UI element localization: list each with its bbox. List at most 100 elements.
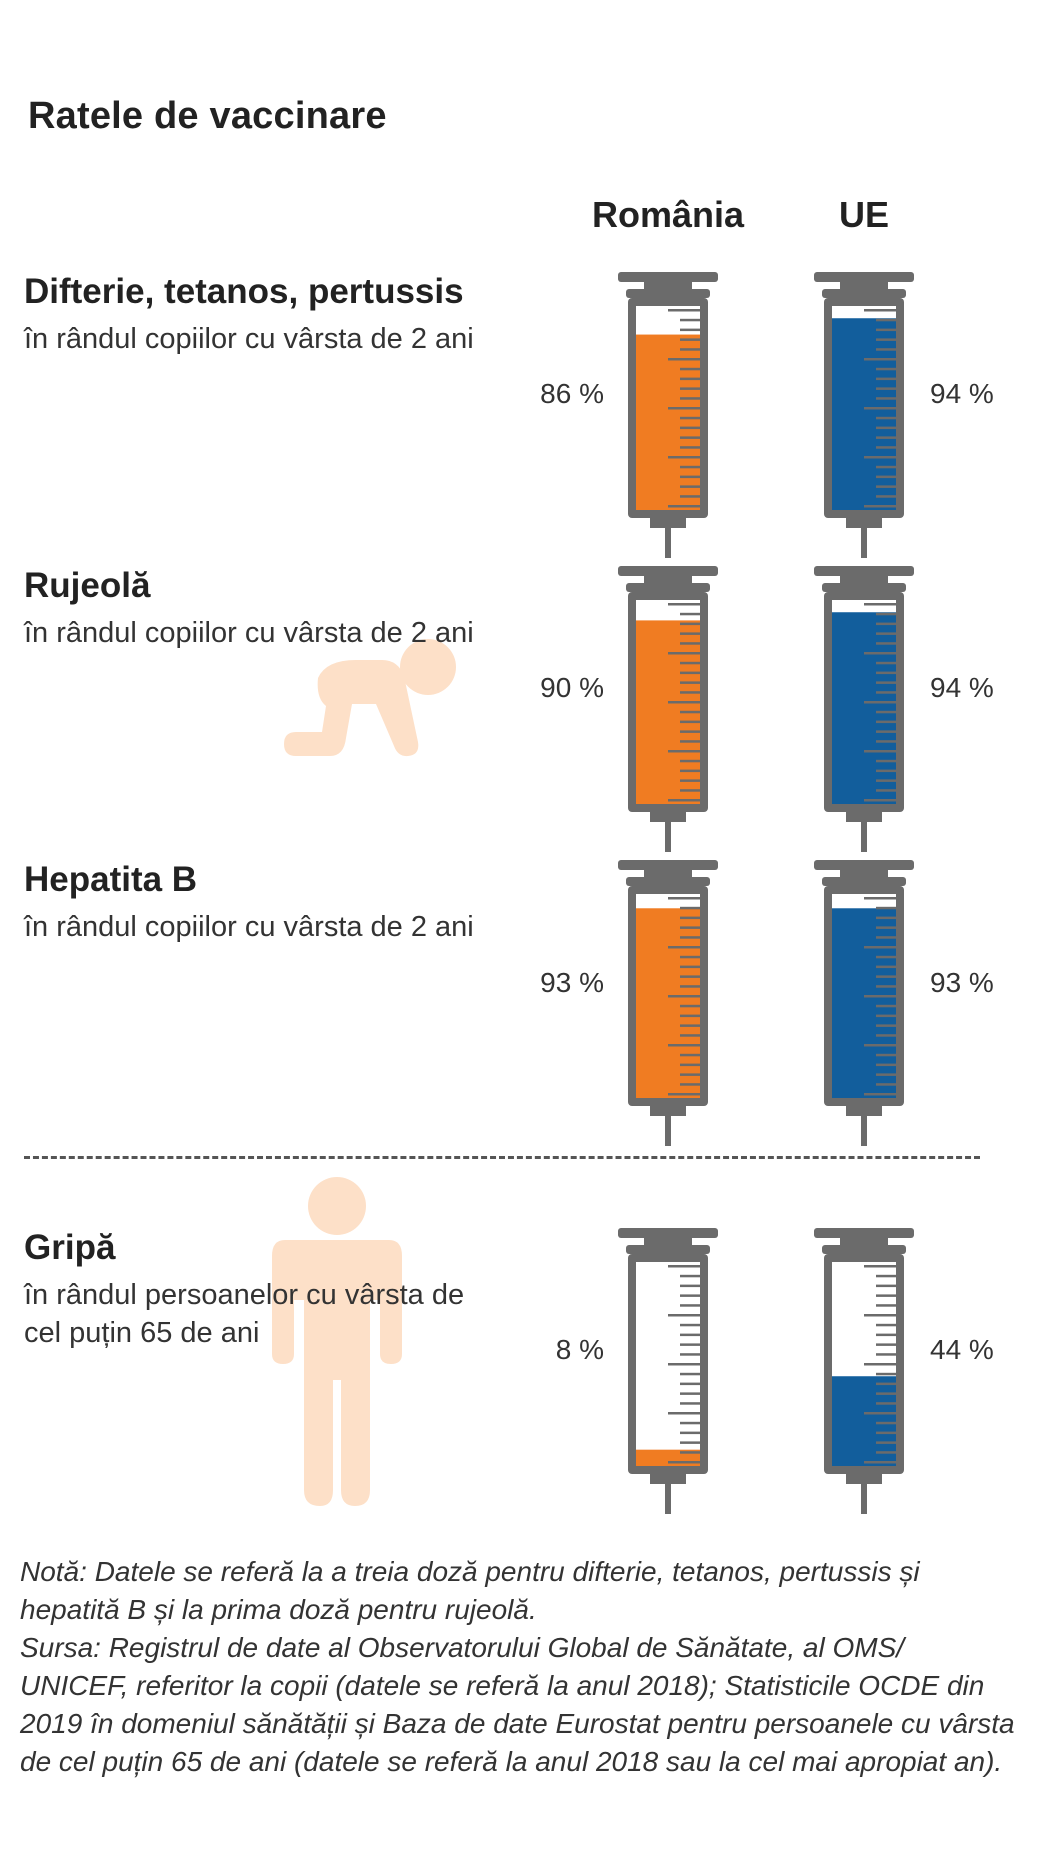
syringe-plunger-rod <box>644 576 692 585</box>
scale-tick <box>864 897 896 900</box>
scale-tick <box>876 612 896 616</box>
syringe-flange <box>626 583 710 592</box>
scale-tick <box>680 318 700 322</box>
scale-tick <box>876 377 896 381</box>
scale-tick <box>876 1431 896 1435</box>
scale-tick <box>876 416 896 420</box>
column-header-eu: UE <box>838 194 890 235</box>
syringe-flange <box>822 289 906 298</box>
scale-tick <box>864 652 896 655</box>
syringe-plunger-cap <box>814 566 914 576</box>
scale-tick <box>680 730 700 733</box>
syringe-scale-ticks <box>864 897 896 1096</box>
adult-person-icon <box>272 1177 402 1506</box>
scale-tick <box>680 1083 700 1086</box>
scale-tick <box>680 446 700 449</box>
scale-tick <box>876 1053 896 1057</box>
scale-tick <box>680 1441 700 1444</box>
scale-tick <box>876 985 896 988</box>
syringe-scale-ticks <box>864 1265 896 1464</box>
scale-tick <box>876 465 896 469</box>
scale-tick <box>680 642 700 645</box>
category-name: Gripă <box>24 1228 116 1267</box>
syringe-eu <box>814 860 914 1146</box>
source-text: Sursa: Registrul de date al Observatorul… <box>20 1632 1015 1777</box>
syringe-plunger-rod <box>840 576 888 585</box>
syringe-needle <box>861 528 867 558</box>
scale-tick <box>680 916 700 920</box>
category-subtitle: în rândul copiilor cu vârsta de 2 ani <box>24 911 474 943</box>
scale-tick <box>876 642 896 645</box>
syringe-needle <box>861 1116 867 1146</box>
scale-tick <box>876 740 896 743</box>
scale-tick <box>680 1034 700 1037</box>
scale-tick <box>680 367 700 371</box>
scale-tick <box>680 485 700 488</box>
scale-tick <box>864 1412 896 1415</box>
scale-tick <box>864 456 896 459</box>
scale-tick <box>680 1014 700 1018</box>
scale-tick <box>876 936 896 939</box>
scale-tick <box>876 328 896 332</box>
scale-tick <box>876 1392 896 1395</box>
syringe-hub <box>846 518 882 528</box>
scale-tick <box>680 1431 700 1435</box>
scale-tick <box>668 1093 700 1096</box>
scale-tick <box>680 632 700 635</box>
scale-tick <box>876 1333 896 1337</box>
syringe-flange <box>822 583 906 592</box>
scale-tick <box>876 632 896 635</box>
scale-tick <box>876 975 896 978</box>
scale-tick <box>680 671 700 675</box>
scale-tick <box>668 1461 700 1464</box>
scale-tick <box>668 1265 700 1268</box>
syringe-needle <box>665 822 671 852</box>
scale-tick <box>668 358 700 361</box>
scale-tick <box>864 1265 896 1268</box>
syringe-plunger-rod <box>644 1238 692 1247</box>
scale-tick <box>876 495 896 498</box>
romania-percent-label: 8 % <box>555 1334 604 1365</box>
scale-tick <box>864 701 896 704</box>
syringe-romania <box>618 566 718 852</box>
scale-tick <box>680 1063 700 1067</box>
scale-tick <box>668 701 700 704</box>
vaccination-bar-eu <box>832 612 896 804</box>
scale-tick <box>680 965 700 969</box>
scale-tick <box>680 985 700 988</box>
scale-tick <box>876 661 896 665</box>
scale-tick <box>680 1004 700 1008</box>
vaccination-bar-eu <box>832 318 896 510</box>
syringe-plunger-cap <box>814 860 914 870</box>
scale-tick <box>680 975 700 978</box>
syringe-plunger-rod <box>644 870 692 879</box>
syringe-plunger-rod <box>840 870 888 879</box>
vaccination-bar-romania <box>636 908 700 1098</box>
scale-tick <box>876 965 896 969</box>
syringe-plunger-cap <box>618 860 718 870</box>
scale-tick <box>876 769 896 773</box>
romania-percent-label: 93 % <box>540 967 604 998</box>
scale-tick <box>864 505 896 508</box>
scale-tick <box>876 1294 896 1297</box>
scale-tick <box>876 720 896 724</box>
scale-tick <box>876 759 896 763</box>
scale-tick <box>876 1073 896 1076</box>
footnote: Notă: Datele se referă la a treia doză p… <box>20 1553 1020 1781</box>
scale-tick <box>680 436 700 439</box>
scale-tick <box>680 1382 700 1386</box>
scale-tick <box>864 309 896 312</box>
category-name: Hepatita B <box>24 860 198 899</box>
scale-tick <box>668 407 700 410</box>
scale-tick <box>680 416 700 420</box>
eu-percent-label: 94 % <box>930 672 994 703</box>
scale-tick <box>680 1323 700 1327</box>
vaccination-bar-eu <box>832 1376 896 1466</box>
scale-tick <box>680 465 700 469</box>
scale-tick <box>876 426 896 430</box>
scale-tick <box>680 1372 700 1376</box>
syringe-flange <box>822 1245 906 1254</box>
romania-percent-label: 86 % <box>540 378 604 409</box>
scale-tick <box>876 779 896 782</box>
syringe-plunger-rod <box>840 282 888 291</box>
